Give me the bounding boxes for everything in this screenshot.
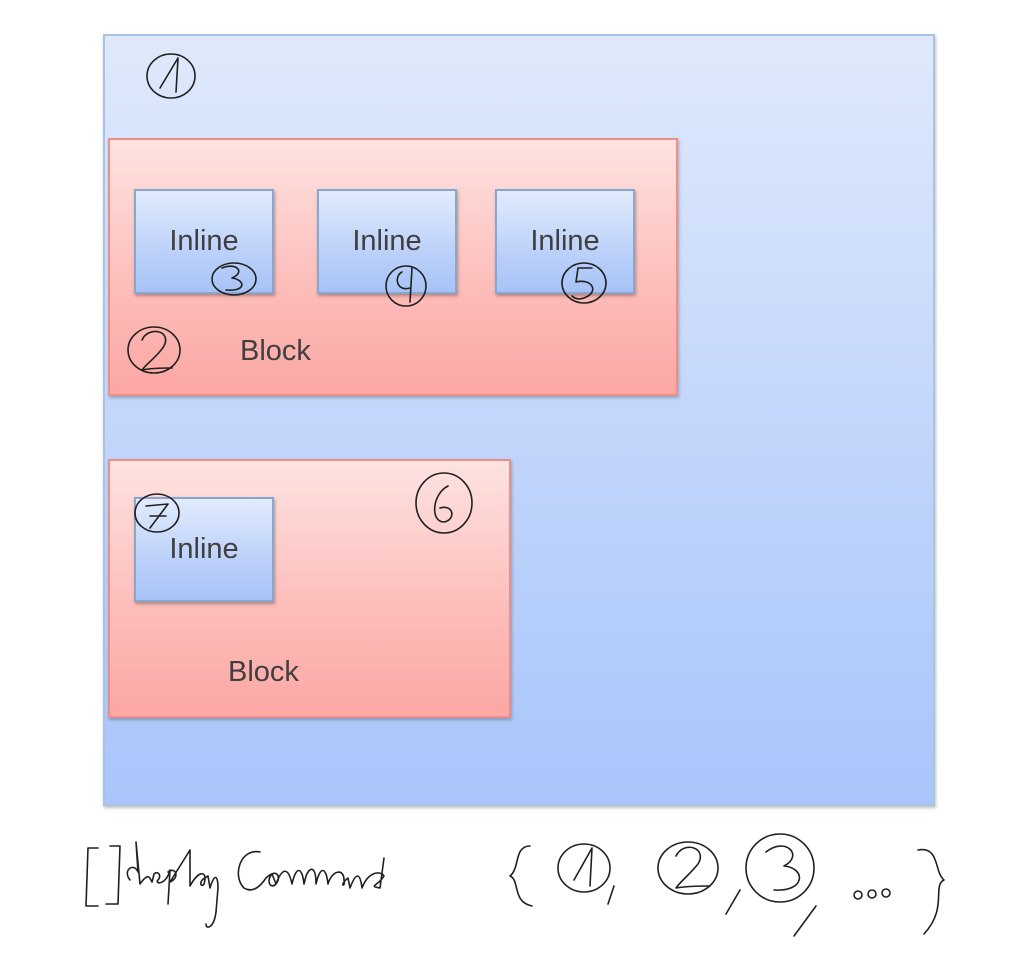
inline-box-4: Inline — [134, 497, 274, 602]
block-label: Block — [240, 335, 311, 367]
inline-box-3: Inline — [495, 189, 635, 294]
inline-label: Inline — [530, 225, 600, 257]
inline-box-1: Inline — [134, 189, 274, 294]
inline-label: Inline — [169, 533, 239, 565]
inline-box-2: Inline — [317, 189, 457, 294]
block-label: Block — [228, 656, 299, 688]
inline-label: Inline — [352, 225, 422, 257]
inline-label: Inline — [169, 225, 239, 257]
handwritten-formula — [85, 833, 945, 937]
